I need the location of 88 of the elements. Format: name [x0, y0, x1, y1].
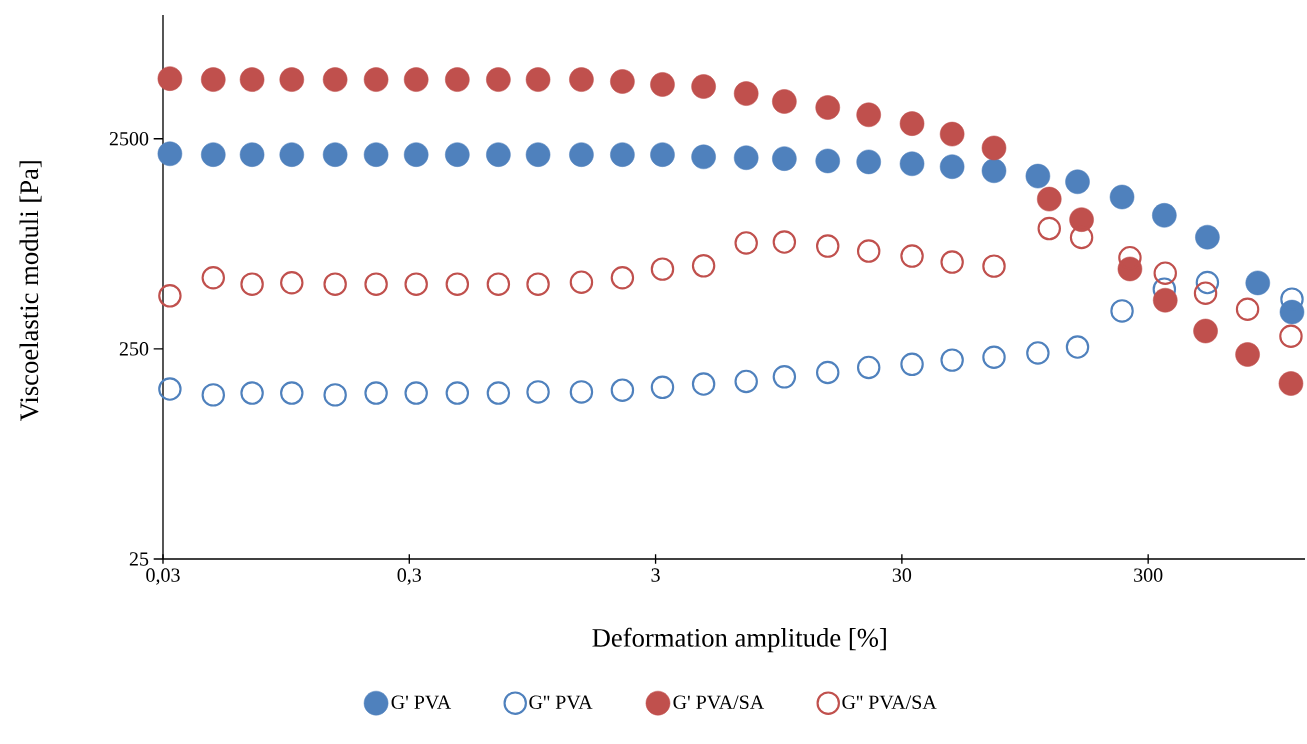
point: [157, 141, 183, 167]
point: [856, 149, 881, 175]
y-tick-label: 250: [119, 342, 149, 356]
point: [486, 67, 511, 92]
point: [982, 254, 1006, 278]
point: [815, 95, 840, 120]
point: [610, 142, 635, 167]
point: [363, 67, 389, 92]
point: [691, 372, 716, 396]
point: [981, 135, 1007, 161]
point: [1065, 169, 1090, 195]
point: [323, 272, 347, 296]
point: [322, 142, 348, 167]
point: [157, 66, 183, 91]
point: [403, 142, 429, 167]
point: [733, 145, 759, 170]
point: [691, 74, 716, 99]
point: [940, 348, 964, 372]
point: [610, 69, 635, 94]
point: [610, 378, 635, 402]
point: [445, 272, 470, 296]
point: [939, 154, 965, 179]
point: [734, 369, 758, 394]
y-axis-title: Viscoelastic moduli [Pa]: [19, 161, 42, 421]
point: [650, 72, 675, 97]
point: [899, 111, 925, 136]
point: [158, 377, 182, 401]
point: [486, 381, 511, 405]
x-tick-label: 3: [651, 568, 660, 582]
point: [445, 381, 470, 405]
y-tick-label: 2500: [109, 131, 149, 146]
point: [323, 383, 347, 407]
point: [445, 142, 470, 167]
point: [322, 67, 348, 92]
point: [691, 144, 716, 170]
point: [280, 271, 304, 295]
point: [982, 345, 1006, 369]
point: [404, 272, 428, 296]
x-tick-label: 0,03: [146, 568, 180, 585]
x-axis-title: Deformation amplitude [%]: [592, 627, 886, 653]
point: [280, 381, 304, 405]
point: [734, 231, 758, 255]
x-tick-label: 0,3: [397, 568, 422, 585]
point: [569, 270, 594, 294]
point: [240, 381, 264, 405]
legend-label: G'' PVA/SA: [842, 695, 937, 710]
x-tick-label: 300: [1134, 568, 1163, 582]
point: [733, 81, 759, 106]
point: [900, 352, 924, 377]
point: [856, 102, 881, 128]
point: [403, 67, 429, 92]
point: [445, 67, 470, 92]
point: [569, 142, 594, 167]
y-tick-label: 25: [129, 552, 149, 566]
point: [940, 250, 964, 274]
point: [364, 272, 388, 296]
point: [815, 360, 840, 385]
point: [239, 67, 265, 92]
point: [569, 67, 594, 92]
point: [939, 121, 965, 147]
point: [650, 375, 675, 400]
point: [856, 239, 881, 263]
point: [815, 148, 840, 174]
point: [856, 355, 881, 380]
point: [899, 151, 925, 177]
legend-label: G' PVA/SA: [673, 695, 765, 710]
point: [363, 142, 389, 167]
point: [486, 142, 511, 167]
point: [240, 272, 264, 296]
point: [610, 266, 635, 290]
point: [239, 142, 265, 167]
point: [981, 158, 1007, 184]
point: [404, 381, 428, 405]
x-tick-label: 30: [892, 568, 912, 582]
point: [650, 142, 675, 167]
point: [486, 272, 511, 296]
point: [569, 380, 594, 404]
point: [279, 67, 305, 92]
point: [691, 254, 716, 278]
point: [1065, 335, 1090, 359]
point: [364, 381, 388, 405]
point: [900, 244, 924, 268]
point: [279, 142, 305, 167]
legend-label: G'' PVA: [529, 695, 593, 710]
point: [158, 284, 182, 308]
point: [650, 257, 675, 281]
point: [815, 234, 840, 258]
legend-label: G' PVA: [391, 695, 452, 710]
